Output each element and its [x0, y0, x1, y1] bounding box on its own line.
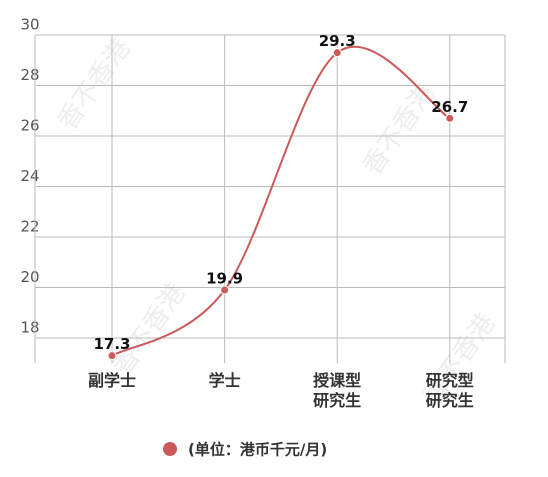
x-tick-label: 副学士 — [87, 371, 136, 391]
y-tick-label: 20 — [20, 268, 39, 286]
y-tick-label: 28 — [20, 66, 39, 84]
watermark: 香不香港 — [357, 79, 441, 181]
watermark: 香不香港 — [52, 34, 136, 136]
x-tick-label: 学士 — [208, 371, 241, 391]
point — [107, 351, 117, 361]
x-tick-label: 授课型 研究生 — [313, 371, 362, 411]
point — [332, 48, 342, 58]
data-label: 19.9 — [206, 270, 243, 288]
legend-marker — [163, 442, 177, 456]
line — [111, 45, 451, 357]
y-tick-label: 18 — [20, 319, 39, 337]
y-tick-label: 24 — [20, 167, 39, 185]
data-label: 17.3 — [93, 335, 130, 353]
data-label: 29.3 — [319, 32, 356, 50]
x-tick-label: 研究型 研究生 — [425, 371, 474, 411]
data-label: 26.7 — [431, 98, 468, 116]
point — [220, 285, 230, 295]
point — [445, 113, 455, 123]
y-tick-label: 30 — [20, 16, 39, 34]
y-tick-label: 26 — [20, 117, 39, 135]
y-tick-label: 22 — [20, 218, 39, 236]
legend-label: (单位：港币千元/月) — [188, 441, 327, 459]
